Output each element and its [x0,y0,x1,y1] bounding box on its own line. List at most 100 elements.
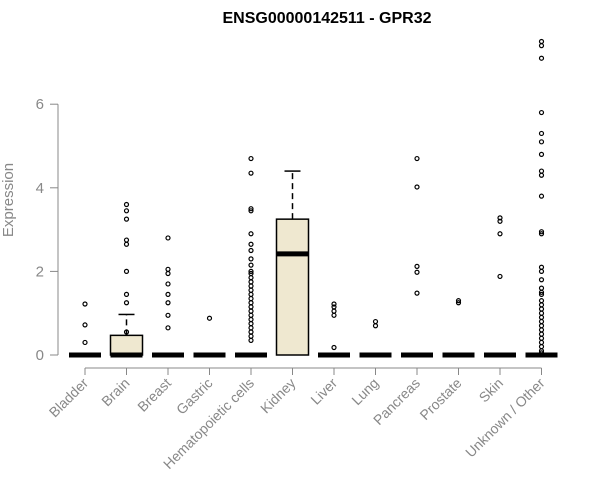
outlier-point [538,231,545,237]
outlier-point [248,300,254,306]
outlier-point [414,155,420,162]
outlier-point [538,139,545,145]
outlier-point [414,269,420,275]
outlier-point [123,208,130,214]
outlier-point [165,300,171,306]
box-group [442,298,475,358]
outlier-point [248,170,254,176]
outlier-point [372,318,379,325]
outlier-point [414,184,420,190]
outlier-point [538,264,545,270]
outlier-point [248,155,254,162]
outlier-point [538,55,545,61]
y-tick-label: 2 [36,263,44,280]
outlier-point [414,263,420,269]
box-group [318,301,350,358]
outlier-point [248,275,254,281]
outlier-point [538,289,545,295]
outlier-point [538,323,545,329]
outlier-point [538,172,545,178]
outlier-point [248,308,254,314]
outlier-point [538,348,545,354]
outlier-point [538,306,545,312]
outlier-point [123,237,130,243]
outlier-point [331,308,337,314]
outlier-point [165,266,171,272]
y-tick-label: 4 [36,180,44,197]
outlier-point [248,329,254,335]
outlier-point [165,281,171,287]
x-tick-label: Unknown / Other [462,375,548,461]
outlier-point [497,215,503,221]
outlier-point [165,312,171,318]
outlier-point [248,262,254,268]
outlier-point [248,337,254,343]
outlier-point [248,333,254,339]
outlier-point [538,130,545,137]
outlier-point [123,216,130,222]
plot-area [69,38,558,358]
y-tick-label: 0 [36,347,44,364]
outlier-point [538,298,545,304]
x-tick-label: Lung [348,375,381,408]
outlier-point [248,279,254,285]
box-group [275,170,310,356]
outlier-point [538,350,545,356]
outlier-point [538,291,545,297]
outlier-point [165,291,171,297]
outlier-point [123,300,130,306]
outlier-point [538,43,545,49]
box-group [193,315,226,358]
box-group [152,235,184,358]
outlier-point [497,273,503,280]
outlier-point [123,241,130,247]
outlier-point [248,325,254,331]
outlier-point [248,241,254,247]
y-tick-label: 6 [36,96,44,113]
box [275,218,310,356]
box [109,334,144,356]
outlier-point [123,201,130,208]
outlier-point [538,277,545,283]
outlier-point [538,268,545,274]
outlier-point [165,270,171,277]
outlier-point [455,300,462,306]
box-group [109,201,144,358]
outlier-point [123,291,130,297]
outlier-point [538,314,545,320]
outlier-point [248,295,254,302]
box-group [359,318,392,358]
outlier-point [123,329,130,335]
outlier-point [538,318,545,325]
x-tick-label: Brain [98,375,132,409]
outlier-point [538,229,545,235]
outlier-point [248,283,254,289]
outlier-point [538,344,545,350]
outlier-point [538,168,545,174]
outlier-point [372,323,379,329]
outlier-point [248,304,254,310]
outlier-point [497,231,503,237]
x-tick-label: Bladder [46,375,92,421]
outlier-point [331,301,337,307]
outlier-point [248,316,254,323]
outlier-point [248,247,254,254]
y-axis-label: Expression [0,163,17,237]
outlier-point [538,327,545,333]
outlier-point [538,285,545,291]
x-tick-label: Breast [134,375,174,415]
outlier-point [538,339,545,346]
outlier-point [538,310,545,316]
outlier-point [165,235,171,241]
box-group [69,301,101,358]
outlier-point [82,322,88,328]
outlier-point [248,287,254,293]
outlier-point [123,268,130,274]
outlier-point [82,339,88,346]
x-tick-label: Skin [476,375,507,406]
x-tick-label: Prostate [416,375,464,423]
outlier-point [206,315,213,321]
outlier-point [538,302,545,308]
outlier-point [248,321,254,327]
